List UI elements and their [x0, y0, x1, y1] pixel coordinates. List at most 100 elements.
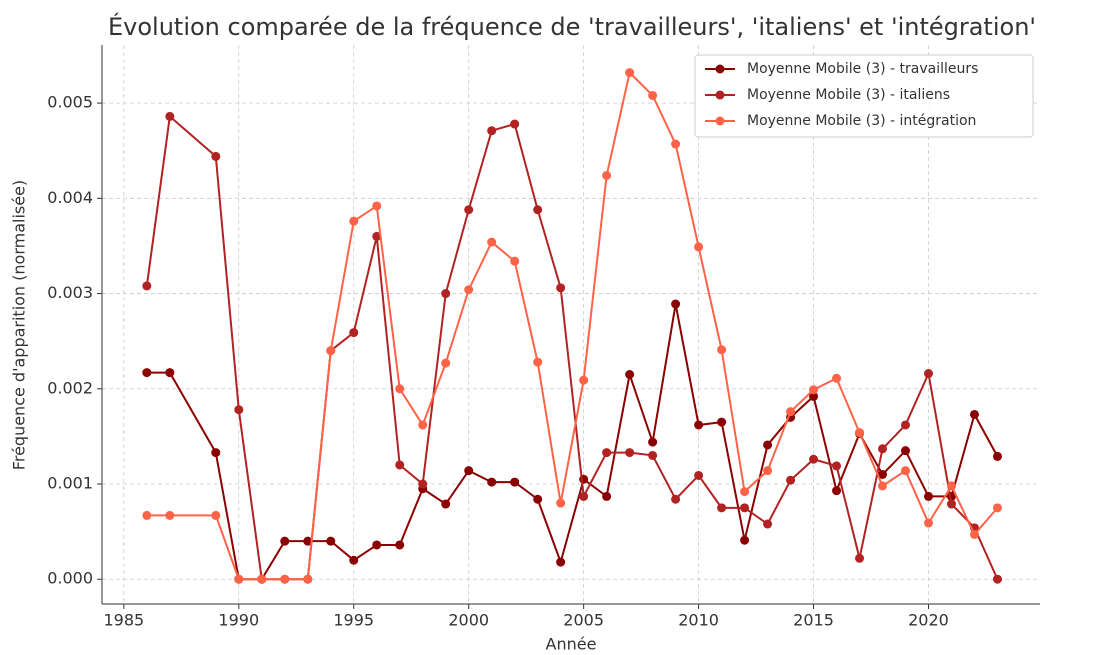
data-point [855, 553, 865, 563]
data-point [992, 574, 1002, 584]
data-point [992, 451, 1002, 461]
y-tick-label: 0.002 [47, 378, 93, 397]
data-point [855, 428, 865, 438]
data-point [487, 237, 497, 247]
data-point [969, 529, 979, 539]
y-tick-label: 0.005 [47, 93, 93, 112]
data-point [510, 256, 520, 266]
data-point [326, 536, 336, 546]
data-point [625, 448, 635, 458]
data-point [533, 357, 543, 367]
data-point [717, 345, 727, 355]
data-point [142, 281, 152, 291]
data-point [464, 466, 474, 476]
data-point [602, 170, 612, 180]
y-tick-label: 0.004 [47, 188, 93, 207]
data-point [763, 466, 773, 476]
y-tick-label: 0.003 [47, 283, 93, 302]
data-point [625, 68, 635, 78]
data-point [763, 440, 773, 450]
x-tick-label: 2015 [793, 611, 834, 630]
legend-marker [715, 64, 725, 74]
data-point [257, 574, 267, 584]
y-tick-label: 0.001 [47, 474, 93, 493]
data-point [786, 407, 796, 417]
legend-label: Moyenne Mobile (3) - intégration [747, 113, 976, 129]
data-point [648, 450, 658, 460]
data-point [510, 477, 520, 487]
legend-marker [715, 90, 725, 100]
data-point [349, 328, 359, 338]
data-point [901, 466, 911, 476]
legend-label: Moyenne Mobile (3) - italiens [747, 87, 950, 103]
data-point [395, 540, 405, 550]
data-point [602, 448, 612, 458]
data-point [832, 486, 842, 496]
data-point [809, 391, 819, 401]
x-tick-label: 2020 [908, 611, 949, 630]
data-point [740, 535, 750, 545]
data-point [579, 375, 589, 385]
data-point [533, 205, 543, 215]
x-tick-label: 1985 [103, 611, 144, 630]
x-tick-label: 1990 [218, 611, 259, 630]
data-point [901, 446, 911, 456]
data-point [946, 499, 956, 509]
data-point [923, 491, 933, 501]
data-point [487, 126, 497, 136]
data-point [165, 368, 175, 378]
data-point [923, 518, 933, 528]
data-point [556, 283, 566, 293]
data-point [395, 460, 405, 470]
data-point [717, 503, 727, 513]
x-tick-label: 2000 [448, 611, 489, 630]
data-point [372, 201, 382, 211]
series-line [145, 114, 999, 581]
data-point [671, 299, 681, 309]
x-axis-label: Année [546, 635, 597, 654]
data-point [809, 454, 819, 464]
data-point [556, 557, 566, 567]
data-point [487, 477, 497, 487]
data-point [740, 503, 750, 513]
data-point [533, 494, 543, 504]
data-point [809, 385, 819, 395]
data-point [992, 503, 1002, 513]
data-point [878, 469, 888, 479]
data-point [579, 491, 589, 501]
data-point [441, 499, 451, 509]
data-point [671, 139, 681, 149]
series-line [146, 70, 999, 581]
data-point [349, 216, 359, 226]
data-point [280, 574, 290, 584]
data-point [694, 242, 704, 252]
data-point [878, 444, 888, 454]
data-point [165, 111, 175, 121]
data-point [602, 491, 612, 501]
data-point [211, 510, 221, 520]
data-point [303, 574, 313, 584]
data-point [923, 369, 933, 379]
legend-marker [715, 116, 725, 126]
data-point [349, 555, 359, 565]
data-point [740, 487, 750, 497]
data-point [372, 231, 382, 241]
data-point [165, 510, 175, 520]
data-point [786, 475, 796, 485]
y-tick-label: 0.000 [47, 569, 93, 588]
data-point [211, 448, 221, 458]
data-point [418, 479, 428, 489]
data-point [142, 368, 152, 378]
data-point [510, 119, 520, 129]
data-point [464, 285, 474, 295]
chart-title: Évolution comparée de la fréquence de 't… [108, 12, 1036, 41]
legend-label: Moyenne Mobile (3) - travailleurs [747, 61, 978, 77]
data-point [556, 498, 566, 508]
data-point [395, 384, 405, 394]
data-point [832, 461, 842, 471]
data-point [280, 536, 290, 546]
data-point [832, 373, 842, 383]
data-point [763, 519, 773, 529]
data-point [694, 420, 704, 430]
